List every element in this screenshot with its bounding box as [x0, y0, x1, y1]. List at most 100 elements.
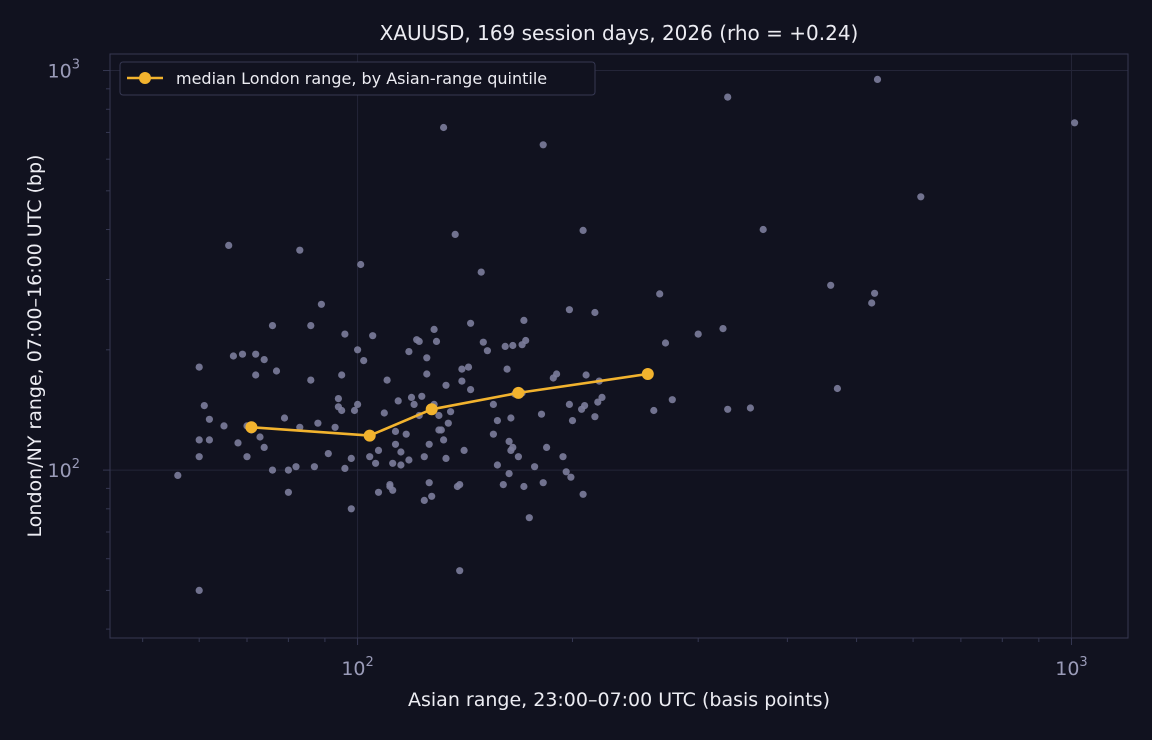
legend: median London range, by Asian-range quin…	[119, 61, 596, 96]
scatter-point	[195, 436, 203, 444]
scatter-point	[650, 406, 658, 415]
scatter-point	[425, 440, 433, 448]
scatter-point	[467, 386, 475, 394]
scatter-point	[505, 470, 513, 478]
axes-frame	[109, 53, 1129, 639]
scatter-point	[252, 350, 260, 358]
scatter-point	[229, 352, 237, 360]
scatter-point	[243, 453, 251, 461]
scatter-point	[310, 463, 318, 471]
scatter-point	[591, 308, 599, 317]
scatter-point	[347, 505, 355, 513]
scatter-point	[719, 325, 727, 333]
scatter-point	[509, 443, 517, 451]
scatter-point	[582, 371, 590, 379]
scatter-point	[331, 423, 339, 431]
scatter-point	[456, 481, 464, 489]
scatter-point	[272, 367, 281, 375]
scatter-point	[868, 299, 876, 307]
scatter-point	[397, 448, 405, 456]
scatter-point	[668, 396, 676, 404]
scatter-point	[539, 141, 547, 149]
scatter-point	[317, 300, 325, 308]
scatter-point	[456, 567, 464, 575]
scatter-point	[451, 230, 459, 238]
scatter-point	[260, 356, 268, 364]
median-marker	[641, 368, 654, 380]
median-marker	[363, 429, 376, 442]
scatter-point	[489, 430, 497, 438]
scatter-point	[724, 405, 732, 413]
scatter-point	[407, 393, 416, 401]
scatter-point	[418, 392, 426, 400]
scatter-point	[917, 193, 925, 201]
scatter-point	[415, 337, 423, 345]
median-marker	[512, 386, 525, 399]
scatter-point	[205, 415, 213, 423]
scatter-point	[383, 376, 391, 384]
scatter-point	[386, 481, 394, 489]
scatter-point	[195, 586, 203, 595]
scatter-point	[296, 423, 304, 431]
scatter-point	[827, 281, 835, 289]
scatter-point	[200, 402, 208, 410]
scatter-point	[509, 341, 517, 350]
scatter-point	[314, 419, 322, 427]
scatter-point	[493, 461, 501, 469]
scatter-point	[307, 322, 315, 330]
legend-dot-marker	[139, 72, 151, 84]
scatter-point	[440, 436, 448, 444]
scatter-point	[369, 332, 377, 340]
scatter-point	[256, 433, 264, 441]
scatter-point	[428, 492, 436, 500]
scatter-point	[354, 346, 362, 354]
scatter-point	[567, 473, 575, 481]
scatter-point	[280, 414, 289, 422]
scatter-point	[440, 123, 448, 132]
legend-label: median London range, by Asian-range quin…	[176, 69, 547, 88]
scatter-point	[374, 488, 383, 496]
scatter-point	[397, 461, 405, 469]
scatter-point	[464, 363, 473, 371]
scatter-point	[341, 330, 349, 338]
scatter-point	[559, 453, 567, 461]
y-tick-exponent: 3	[72, 58, 80, 73]
scatter-point	[284, 488, 292, 496]
median-marker	[425, 403, 438, 416]
scatter-point	[338, 406, 346, 415]
scatter-point	[442, 454, 450, 462]
scatter-point	[347, 454, 355, 462]
scatter-point	[460, 446, 468, 454]
scatter-point	[307, 376, 315, 384]
scatter-point	[234, 439, 242, 447]
scatter-point	[420, 496, 428, 504]
scatter-point	[391, 440, 400, 448]
scatter-point	[357, 260, 365, 269]
median-marker	[245, 421, 258, 434]
scatter-point	[477, 268, 485, 276]
x-tick-exponent: 2	[366, 655, 374, 670]
scatter-point	[284, 466, 292, 474]
x-tick-exponent: 3	[1079, 655, 1087, 670]
scatter-point	[581, 402, 589, 410]
scatter-point	[503, 365, 511, 373]
scatter-point	[525, 514, 533, 522]
scatter-point	[871, 289, 879, 297]
scatter-point	[873, 75, 882, 83]
scatter-point	[432, 337, 441, 345]
scatter-point	[268, 466, 277, 474]
scatter-point	[380, 409, 388, 417]
y-tick-exponent: 2	[72, 457, 80, 472]
scatter-point	[514, 453, 523, 461]
scatter-point	[174, 471, 182, 479]
scatter-point	[195, 363, 203, 371]
scatter-point	[520, 482, 528, 491]
scatter-point	[467, 319, 475, 327]
scatter-point	[268, 322, 277, 330]
scatter-point	[435, 411, 443, 420]
legend-box	[119, 61, 596, 96]
scatter-point	[220, 422, 228, 430]
scatter-point	[437, 426, 445, 434]
scatter-point	[598, 393, 606, 401]
